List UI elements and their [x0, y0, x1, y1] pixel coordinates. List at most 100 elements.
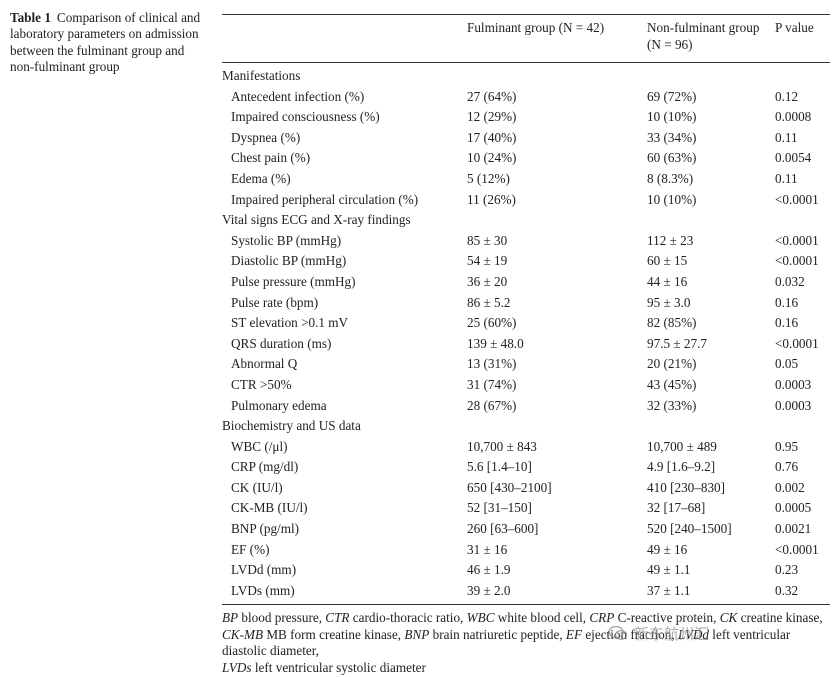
non-fulminant-value: 32 [17–68]: [647, 500, 706, 516]
table-row: CK-MB (IU/l) 52 [31–150] 32 [17–68] 0.0005: [222, 498, 830, 519]
fulminant-value: 36 ± 20: [467, 273, 508, 289]
non-fulminant-value: 410 [230–830]: [647, 479, 726, 495]
table-row: Pulse rate (bpm) 86 ± 5.2 95 ± 3.0 0.16: [222, 293, 830, 314]
p-value: 0.0021: [775, 521, 812, 537]
non-fulminant-value: 95 ± 3.0: [647, 294, 691, 310]
footnote-line-3: LVDs left ventricular systolic diameter: [222, 660, 426, 676]
table-row: Pulmonary edema 28 (67%) 32 (33%) 0.0003: [222, 396, 830, 417]
row-label: CK-MB (IU/l): [231, 500, 308, 516]
non-fulminant-value: 10,700 ± 489: [647, 438, 717, 454]
p-value: 0.16: [775, 315, 799, 331]
section-title: Manifestations: [222, 68, 301, 83]
fulminant-value: 28 (67%): [467, 397, 517, 413]
table-row: Diastolic BP (mmHg) 54 ± 19 60 ± 15 <0.0001: [222, 251, 830, 272]
p-value: 0.23: [775, 562, 799, 578]
table-row: CK (IU/l) 650 [430–2100] 410 [230–830] 0.00…: [222, 478, 830, 499]
row-label: Systolic BP (mmHg): [231, 232, 342, 248]
non-fulminant-value: 112 ± 23: [647, 232, 694, 248]
table-row: Impaired peripheral circulation (%) 11 (2…: [222, 190, 830, 211]
table-row: Dyspnea (%) 17 (40%) 33 (34%) 0.11: [222, 128, 830, 149]
non-fulminant-value: 20 (21%): [647, 356, 697, 372]
row-label: Pulse rate (bpm): [231, 294, 319, 310]
fulminant-value: 86 ± 5.2: [467, 294, 511, 310]
row-label: Edema (%): [231, 170, 291, 186]
section-header-row: Manifestations: [222, 66, 830, 87]
p-value: <0.0001: [775, 191, 819, 207]
row-label: Antecedent infection (%): [231, 88, 365, 104]
table-row: EF (%) 31 ± 16 49 ± 16 <0.0001: [222, 540, 830, 561]
row-label: QRS duration (ms): [231, 335, 332, 351]
row-label: WBC (/μl): [231, 438, 288, 454]
row-label: Dyspnea (%): [231, 129, 301, 145]
footnote-line-2: CK-MB MB form creatine kinase, BNP brain…: [222, 626, 791, 659]
table-header: Fulminant group (N = 42) Non-fulminant g…: [222, 15, 830, 62]
row-label: Pulse pressure (mmHg): [231, 273, 356, 289]
footnote-line-1: BP blood pressure, CTR cardio-thoracic r…: [222, 610, 823, 625]
non-fulminant-value: 33 (34%): [647, 129, 697, 145]
fulminant-value: 31 ± 16: [467, 541, 508, 557]
p-value: 0.0003: [775, 397, 812, 413]
table-number: Table 1: [10, 10, 51, 25]
fulminant-value: 46 ± 1.9: [467, 562, 511, 578]
fulminant-value: 11 (26%): [467, 191, 516, 207]
fulminant-value: 139 ± 48.0: [467, 335, 524, 351]
row-label: Diastolic BP (mmHg): [231, 253, 347, 269]
table-caption: Table 1 Comparison of clinical and labora…: [10, 10, 210, 76]
non-fulminant-value: 37 ± 1.1: [647, 582, 691, 598]
table-row: Chest pain (%) 10 (24%) 60 (63%) 0.0054: [222, 148, 830, 169]
non-fulminant-value: 97.5 ± 27.7: [647, 335, 707, 351]
p-value: 0.0054: [775, 150, 812, 166]
row-label: Impaired peripheral circulation (%): [231, 191, 419, 207]
row-label: Abnormal Q: [231, 356, 298, 372]
row-label: CRP (mg/dl): [231, 459, 299, 475]
p-value: <0.0001: [775, 232, 819, 248]
section-header-row: Biochemistry and US data: [222, 416, 830, 437]
non-fulminant-value: 4.9 [1.6–9.2]: [647, 459, 716, 475]
table-body: Manifestations Antecedent infection (%) 27…: [222, 66, 830, 601]
row-label: LVDd (mm): [231, 562, 297, 578]
non-fulminant-value: 60 ± 15: [647, 253, 688, 269]
table-row: BNP (pg/ml) 260 [63–600] 520 [240–1500] 0.0…: [222, 519, 830, 540]
section-title: Biochemistry and US data: [222, 418, 361, 434]
bottom-rule: [222, 604, 830, 606]
p-value: <0.0001: [775, 335, 819, 351]
row-label: CTR >50%: [231, 376, 292, 392]
p-value: 0.032: [775, 273, 805, 289]
top-rule: [222, 14, 830, 15]
row-label: LVDs (mm): [231, 582, 295, 598]
table-row: Systolic BP (mmHg) 85 ± 30 112 ± 23 <0.0001: [222, 231, 830, 252]
fulminant-value: 39 ± 2.0: [467, 582, 511, 598]
fulminant-value: 85 ± 30: [467, 232, 508, 248]
fulminant-value: 17 (40%): [467, 129, 517, 145]
fulminant-value: 10 (24%): [467, 150, 517, 166]
fulminant-value: 12 (29%): [467, 109, 517, 125]
non-fulminant-value: 520 [240–1500]: [647, 521, 732, 537]
table-row: ST elevation >0.1 mV 25 (60%) 82 (85%) 0.16: [222, 313, 830, 334]
table-row: QRS duration (ms) 139 ± 48.0 97.5 ± 27.7 <0…: [222, 334, 830, 355]
p-value: <0.0001: [775, 253, 819, 269]
non-fulminant-value: 49 ± 1.1: [647, 562, 691, 578]
row-label: CK (IU/l): [231, 479, 283, 495]
non-fulminant-value: 10 (10%): [647, 191, 697, 207]
p-value: 0.95: [775, 438, 799, 454]
table-row: CTR >50% 31 (74%) 43 (45%) 0.0003: [222, 375, 830, 396]
fulminant-value: 5 (12%): [467, 170, 510, 186]
fulminant-value: 260 [63–600]: [467, 521, 539, 537]
p-value: <0.0001: [775, 541, 819, 557]
p-value: 0.0008: [775, 109, 812, 125]
fulminant-value: 5.6 [1.4–10]: [467, 459, 532, 475]
p-value: 0.76: [775, 459, 799, 475]
fulminant-value: 650 [430–2100]: [467, 479, 552, 495]
header-p-value: P value: [775, 20, 814, 35]
section-title: Vital signs ECG and X-ray findings: [222, 212, 411, 228]
p-value: 0.0005: [775, 500, 812, 516]
table-row: CRP (mg/dl) 5.6 [1.4–10] 4.9 [1.6–9.2] 0.76: [222, 457, 830, 478]
table-row: Impaired consciousness (%) 12 (29%) 10 (10…: [222, 107, 830, 128]
non-fulminant-value: 44 ± 16: [647, 273, 688, 289]
row-label: Pulmonary edema: [231, 397, 327, 413]
p-value: 0.002: [775, 479, 805, 495]
header-non-fulminant: Non-fulminant group (N = 96): [647, 20, 760, 52]
p-value: 0.12: [775, 88, 799, 104]
non-fulminant-value: 49 ± 16: [647, 541, 688, 557]
row-label: Impaired consciousness (%): [231, 109, 380, 125]
